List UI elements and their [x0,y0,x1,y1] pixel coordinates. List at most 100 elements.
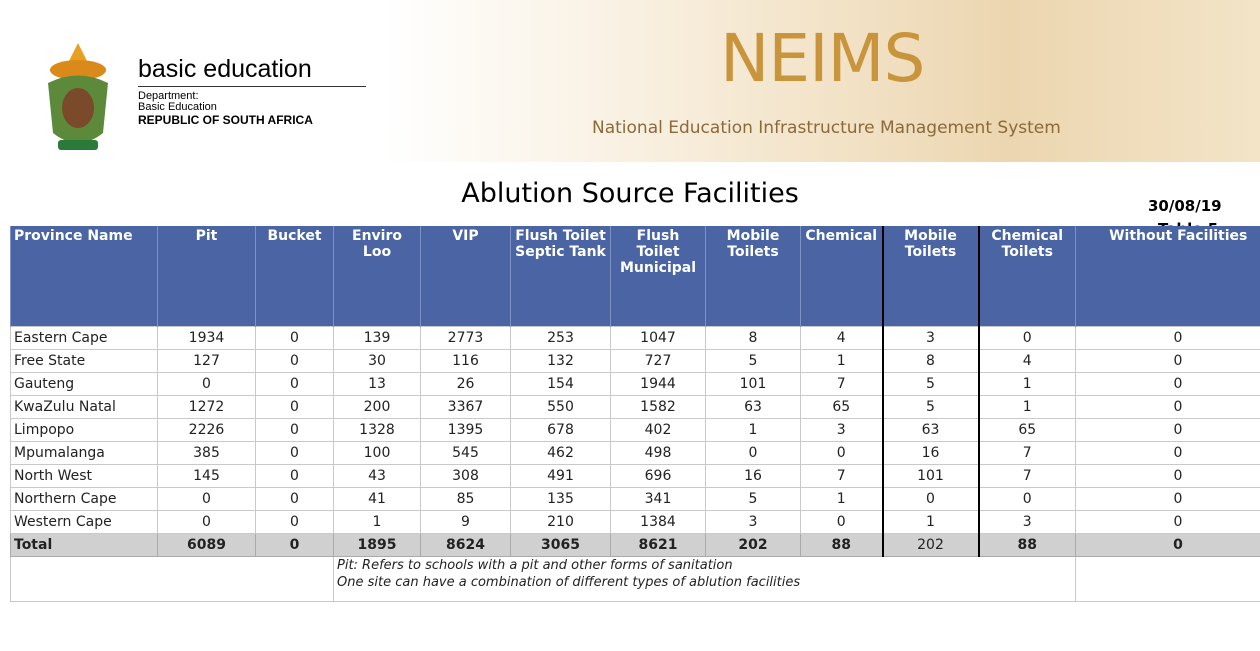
total-cell: 8621 [610,533,706,557]
row: Free State 127 0 30 116 132 727 5 1 8 4 0 [10,349,1260,373]
total-cell: 0 [1075,533,1260,557]
cell: 1 [705,418,801,442]
column-header: Chemical Toilets [978,226,1076,327]
cell: 3367 [420,395,511,419]
column-header: Province Name [10,226,158,327]
cell: Free State [10,349,158,373]
cell: 1582 [610,395,706,419]
cell: 0 [157,372,256,396]
cell: 1328 [333,418,421,442]
cell: 65 [800,395,883,419]
cell: 678 [510,418,611,442]
total-cell: 3065 [510,533,611,557]
cell: 402 [610,418,706,442]
cell: 341 [610,487,706,511]
column-header: Enviro Loo [333,226,421,327]
total-cell: 0 [255,533,334,557]
cell: 0 [881,487,980,511]
cell: 1 [333,510,421,534]
cell: 0 [255,326,334,350]
column-header: Mobile Toilets [705,226,801,327]
cell: 1 [800,349,883,373]
cell: 1 [978,372,1076,396]
org: basic education [138,55,366,87]
cell: 0 [978,326,1076,350]
cell: 116 [420,349,511,373]
cell: 100 [333,441,421,465]
cell: 5 [705,349,801,373]
cell: 0 [1075,510,1260,534]
cell: Northern Cape [10,487,158,511]
cell: 0 [978,487,1076,511]
cell: 1 [881,510,980,534]
blank [10,556,334,602]
cell: Western Cape [10,510,158,534]
cell: 0 [1075,349,1260,373]
table: Province Name Pit Bucket Enviro Loo VIP Flush… [10,226,1260,602]
cell: 696 [610,464,706,488]
notes-row: Pit: Refers to schools with a pit and ot… [10,556,1260,602]
cell: Mpumalanga [10,441,158,465]
cell: 2773 [420,326,511,350]
cell: 1944 [610,372,706,396]
cell: 132 [510,349,611,373]
cell: 0 [1075,395,1260,419]
cell: 0 [157,487,256,511]
cell: 3 [800,418,883,442]
cell: 30 [333,349,421,373]
cell: 0 [705,441,801,465]
cell: 727 [610,349,706,373]
cell: 491 [510,464,611,488]
row: Eastern Cape 1934 0 139 2773 253 1047 8 4 3 0 0 [10,326,1260,350]
cell: 0 [255,349,334,373]
row: Gauteng 0 0 13 26 154 1944 101 7 5 1 0 [10,372,1260,396]
cell: 3 [705,510,801,534]
note-line: One site can have a combination of diffe… [337,575,801,590]
blank [1075,556,1260,602]
cell: Gauteng [10,372,158,396]
country: REPUBLIC OF SOUTH AFRICA [138,113,313,127]
dept-label: Department: [138,90,199,102]
cell: 85 [420,487,511,511]
cell: 2226 [157,418,256,442]
total-cell: 202 [705,533,801,557]
row: North West 145 0 43 308 491 696 16 7 101 7 0 [10,464,1260,488]
cell: 253 [510,326,611,350]
cell: 5 [705,487,801,511]
cell: 7 [978,464,1076,488]
cell: 0 [255,464,334,488]
cell: 0 [1075,464,1260,488]
cell: 101 [705,372,801,396]
cell: 154 [510,372,611,396]
cell: 3 [881,326,980,350]
cell: 63 [705,395,801,419]
cell: 0 [1075,441,1260,465]
total-cell: 1895 [333,533,421,557]
column-header: Chemical [800,226,883,327]
title: Ablution Source Facilities [461,178,799,209]
cell: Limpopo [10,418,158,442]
cell: 0 [1075,326,1260,350]
cell: 308 [420,464,511,488]
cell: 26 [420,372,511,396]
row: KwaZulu Natal 1272 0 200 3367 550 1582 63 65 5 1 0 [10,395,1260,419]
coat-of-arms [48,43,108,150]
cell: 1047 [610,326,706,350]
cell: 1272 [157,395,256,419]
cell: 5 [881,395,980,419]
cell: KwaZulu Natal [10,395,158,419]
department: basic education Department: Basic Educat… [138,55,366,127]
row: Limpopo 2226 0 1328 1395 678 402 1 3 63 65 0 [10,418,1260,442]
cell: 498 [610,441,706,465]
total-cell: 6089 [157,533,256,557]
column-header: Flush Toilet Municipal [610,226,706,327]
cell: 0 [1075,418,1260,442]
cell: 101 [881,464,980,488]
total-cell: 88 [800,533,883,557]
cell: 1 [800,487,883,511]
total-cell: 8624 [420,533,511,557]
cell: 0 [800,510,883,534]
cell: 1395 [420,418,511,442]
column-header: Bucket [255,226,334,327]
